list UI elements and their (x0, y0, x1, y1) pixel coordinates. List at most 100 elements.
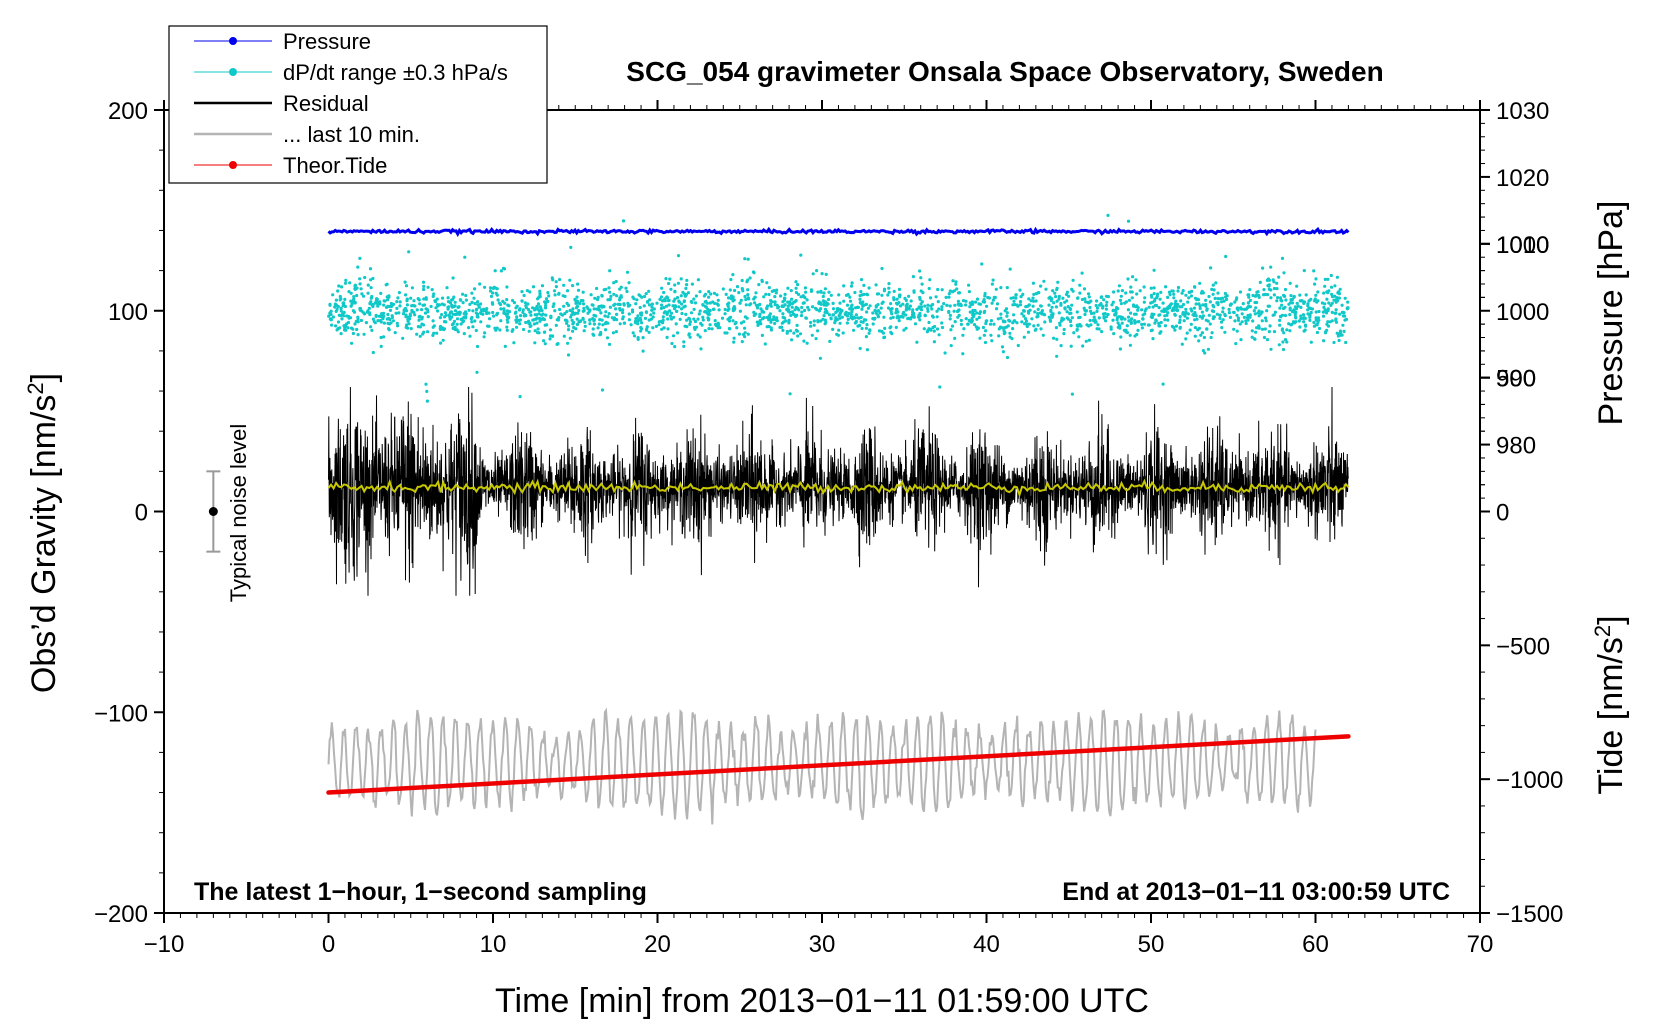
dpdt-point (961, 333, 965, 337)
dpdt-point (999, 286, 1003, 290)
dpdt-point (562, 304, 566, 308)
dpdt-point (644, 310, 649, 314)
dpdt-point (551, 278, 555, 282)
dpdt-point (1211, 292, 1215, 296)
dpdt-point (788, 303, 792, 307)
dpdt-point (677, 300, 682, 304)
dpdt-point (668, 314, 673, 318)
dpdt-point (968, 305, 972, 309)
dpdt-point (1147, 305, 1151, 309)
dpdt-point (740, 340, 744, 344)
dpdt-point (604, 310, 608, 314)
dpdt-point (903, 296, 907, 300)
dpdt-point (804, 290, 808, 294)
dpdt-point (592, 307, 596, 311)
dpdt-point (638, 305, 642, 310)
dpdt-point (514, 318, 518, 322)
dpdt-point (906, 317, 910, 321)
dpdt-point (1265, 309, 1269, 313)
dpdt-point (642, 294, 647, 299)
dpdt-point (379, 344, 383, 348)
dpdt-point (436, 309, 440, 313)
dpdt-point (1031, 304, 1035, 308)
dpdt-point (542, 317, 547, 322)
dpdt-point (426, 315, 430, 319)
dpdt-point (828, 339, 832, 343)
dpdt-point (636, 319, 640, 323)
dpdt-point (557, 292, 561, 296)
dpdt-point (618, 322, 622, 326)
dpdt-point (936, 287, 940, 292)
dpdt-point (1129, 285, 1133, 289)
dpdt-point (1008, 267, 1012, 271)
dpdt-point (966, 322, 970, 326)
dpdt-point (1209, 266, 1213, 270)
dpdt-point (1166, 295, 1170, 299)
dpdt-point (1304, 293, 1308, 297)
dpdt-point (853, 306, 858, 310)
dpdt-point (807, 308, 811, 312)
dpdt-point (1278, 323, 1282, 327)
dpdt-point (753, 301, 757, 305)
dpdt-point (949, 344, 953, 348)
dpdt-point (708, 323, 712, 327)
dpdt-point (1126, 277, 1130, 281)
dpdt-point (1159, 290, 1163, 294)
dpdt-point (858, 301, 862, 305)
dpdt-point (565, 310, 569, 314)
dpdt-point (634, 317, 638, 321)
dpdt-point (662, 326, 666, 330)
dpdt-point (344, 328, 348, 332)
dpdt-point (1095, 299, 1099, 303)
dpdt-point (471, 309, 475, 313)
dpdt-point (1084, 309, 1088, 313)
dpdt-point (1018, 300, 1023, 304)
dpdt-point (1194, 314, 1198, 318)
dpdt-point (475, 344, 480, 349)
dpdt-point (634, 319, 638, 323)
dpdt-point (1106, 312, 1110, 317)
y-left-tick-label: 0 (135, 500, 148, 527)
dpdt-point (766, 304, 770, 308)
dpdt-point (1294, 310, 1298, 314)
dpdt-point (794, 286, 798, 290)
dpdt-point (727, 301, 731, 305)
dpdt-point (1032, 324, 1036, 328)
dpdt-point (991, 298, 996, 302)
dpdt-point (775, 303, 779, 307)
dpdt-point (393, 331, 397, 335)
dpdt-point (795, 329, 800, 333)
dpdt-point (410, 286, 414, 290)
dpdt-point (1187, 296, 1191, 300)
dpdt-point (1188, 328, 1192, 332)
dpdt-point (665, 312, 669, 316)
dpdt-point (701, 315, 705, 319)
dpdt-point (1269, 347, 1273, 351)
dpdt-point (1026, 309, 1031, 313)
dpdt-point (1282, 271, 1286, 275)
dpdt-point (780, 321, 784, 325)
dpdt-point (1059, 344, 1063, 348)
dpdt-point (489, 294, 494, 298)
dpdt-point (420, 308, 424, 312)
dpdt-point (1254, 330, 1258, 334)
dpdt-point (996, 317, 1000, 321)
dpdt-point (552, 302, 556, 306)
dpdt-point (1321, 310, 1325, 314)
dpdt-point (1013, 302, 1017, 307)
dpdt-point (641, 349, 645, 353)
dpdt-point (645, 327, 649, 331)
dpdt-point (1295, 284, 1299, 288)
dpdt-point (1189, 322, 1193, 326)
dpdt-point (1317, 326, 1322, 331)
dpdt-point (1288, 306, 1292, 310)
dpdt-point (898, 304, 903, 308)
dpdt-point (1061, 296, 1065, 300)
dpdt-point (1181, 311, 1185, 315)
dpdt-point (816, 329, 820, 333)
dpdt-point (528, 310, 532, 314)
dpdt-point (981, 325, 986, 330)
dpdt-point (1236, 316, 1240, 320)
dpdt-point (1272, 293, 1276, 297)
dpdt-point (760, 278, 764, 282)
